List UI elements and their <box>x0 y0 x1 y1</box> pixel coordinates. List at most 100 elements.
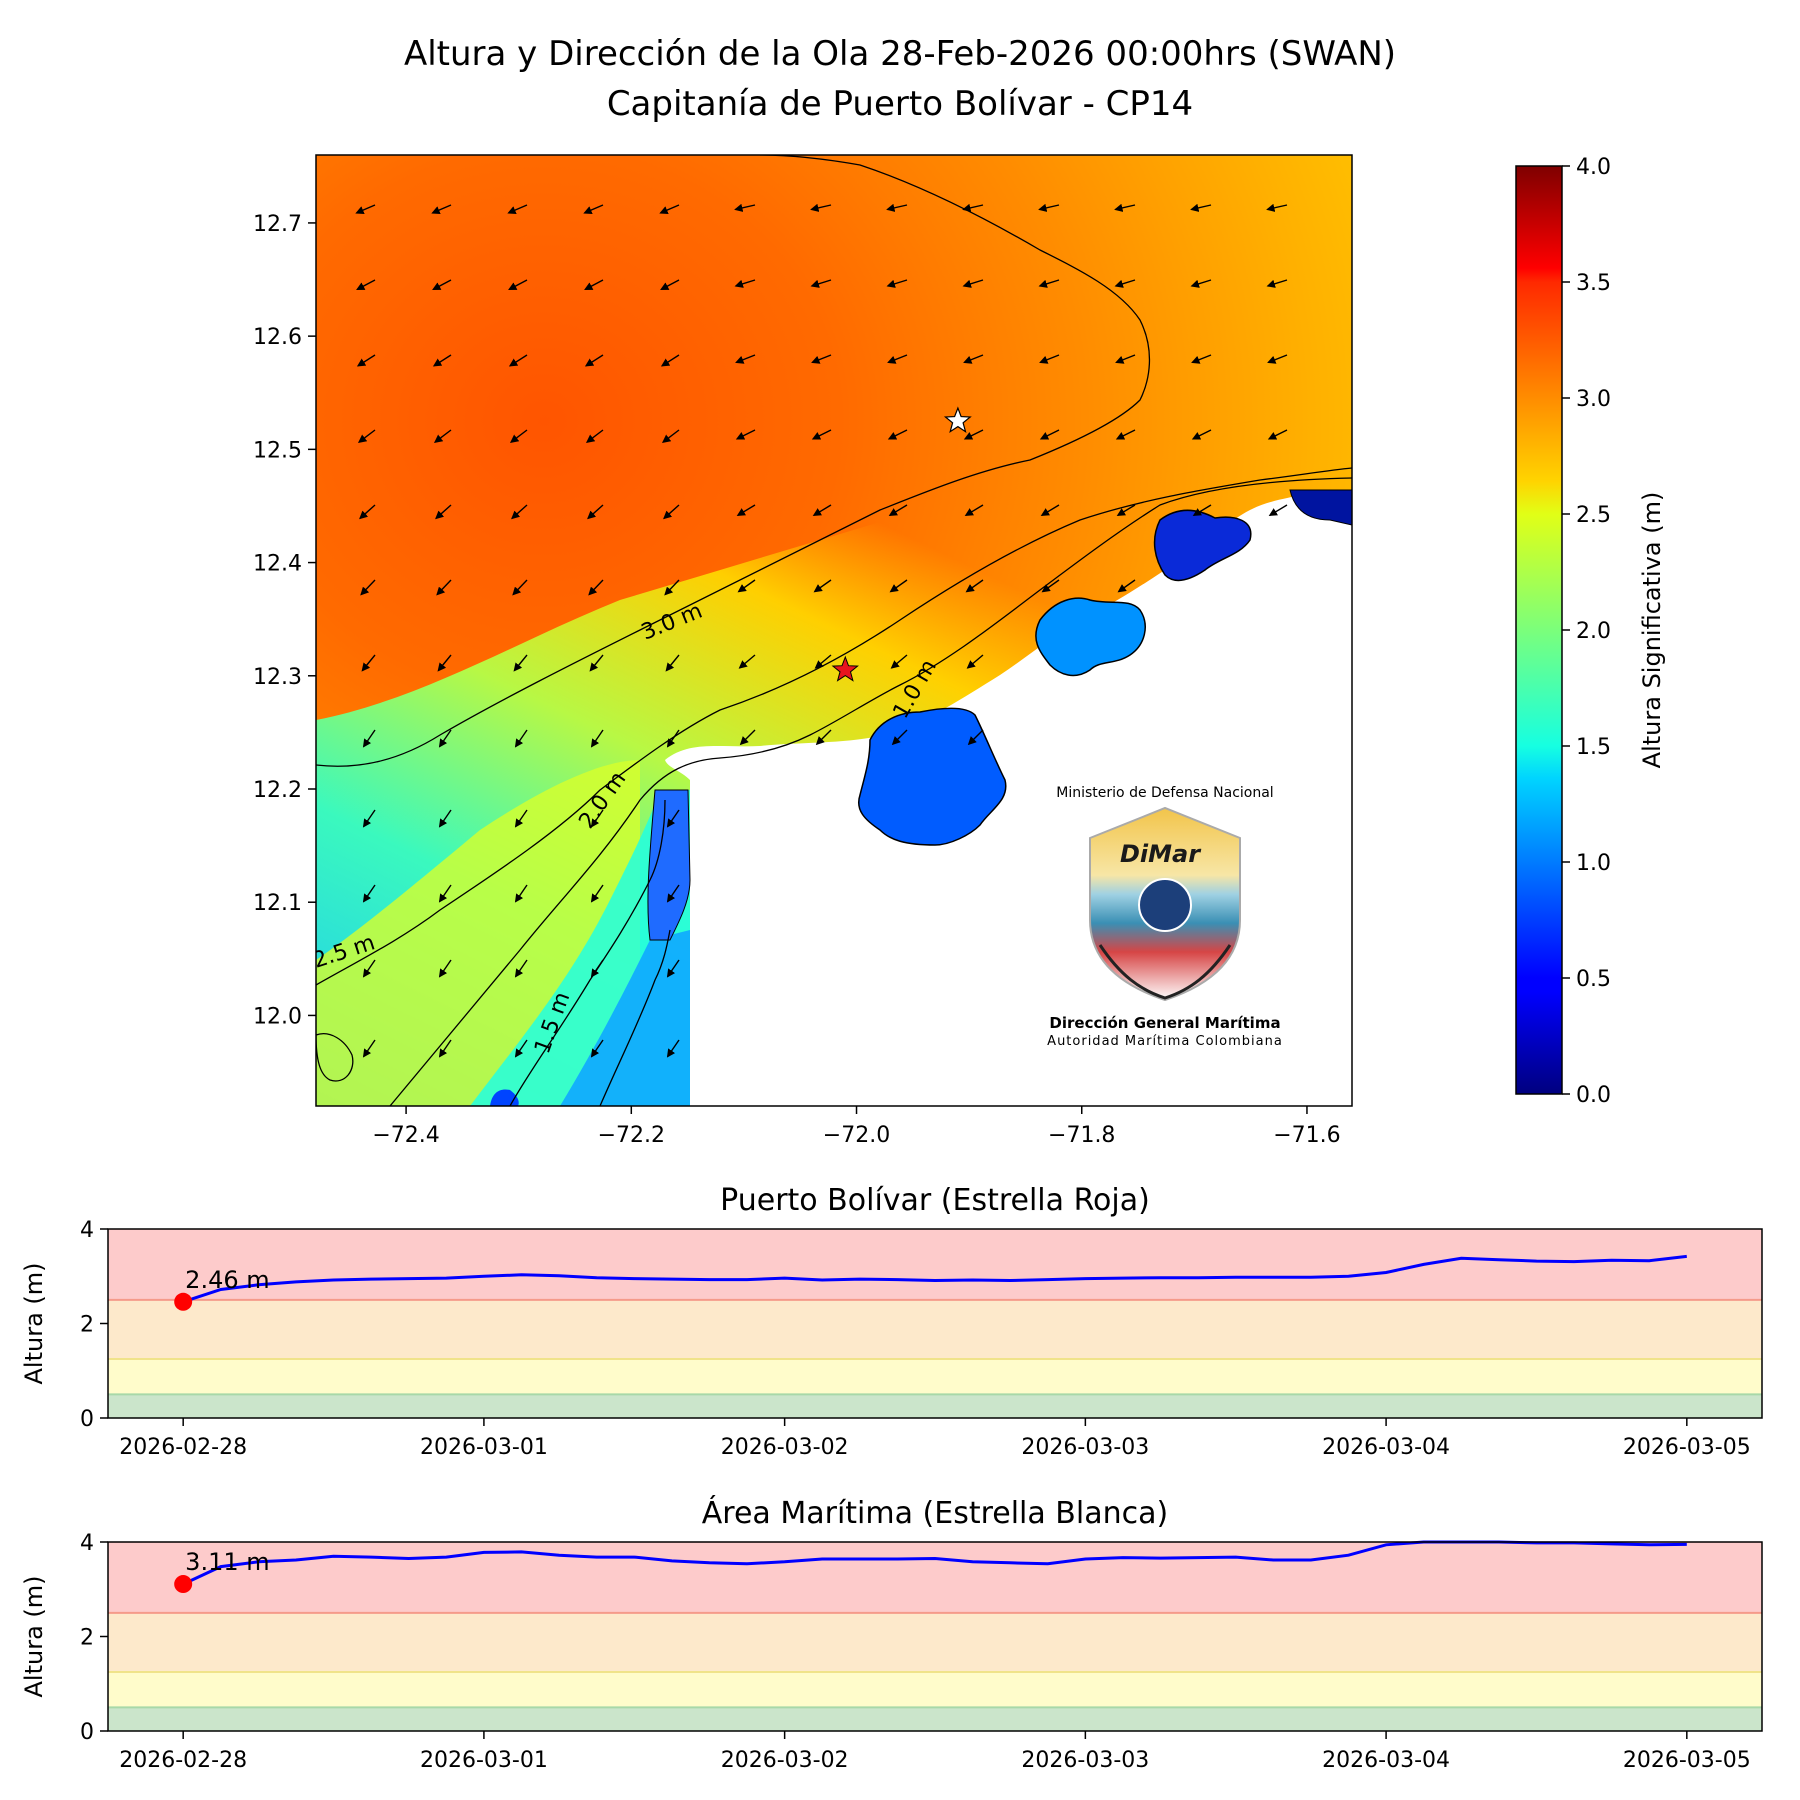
colorbar-tick-label: 3.0 <box>1576 387 1611 412</box>
wave-arrow <box>590 884 604 903</box>
timeseries-y-tick-label: 0 <box>80 1720 94 1745</box>
current-value-marker <box>174 1575 193 1594</box>
wave-arrow <box>514 809 528 828</box>
wave-arrow <box>965 579 984 593</box>
colorbar-tick-label: 1.5 <box>1576 735 1611 760</box>
wave-arrow <box>887 354 908 364</box>
colorbar-label: Altura Significativa (m) <box>1638 492 1666 769</box>
red-star-marker <box>831 655 859 682</box>
wave-arrow <box>1116 504 1136 517</box>
timeseries-x-tick-label: 2026-03-03 <box>1021 1435 1149 1460</box>
map-y-tick-label: 12.1 <box>253 891 302 916</box>
wave-arrow <box>1041 579 1060 593</box>
wave-arrow <box>431 204 452 214</box>
wave-arrow <box>590 1039 604 1058</box>
wave-arrow <box>963 354 984 364</box>
wave-arrow <box>811 354 832 364</box>
map-y-tick-label: 12.4 <box>253 552 302 577</box>
colorbar-tick-label: 4.0 <box>1576 155 1611 180</box>
wave-arrow <box>435 504 452 520</box>
timeseries-title: Puerto Bolívar (Estrella Roja) <box>720 1183 1150 1218</box>
wave-arrow <box>589 654 604 672</box>
threshold-band <box>108 1229 1762 1300</box>
wave-height-series-line <box>182 1254 1687 1304</box>
wave-arrow <box>514 959 528 978</box>
wave-arrow <box>810 279 832 288</box>
wave-arrow <box>890 654 908 669</box>
map-x-tick-label: −72.4 <box>372 1123 439 1148</box>
wave-arrow <box>584 279 604 291</box>
anchor-icon <box>1098 944 1232 1000</box>
map-x-tick-label: −72.0 <box>823 1123 890 1148</box>
current-value-label: 2.46 m <box>185 1266 269 1294</box>
threshold-band <box>108 1671 1762 1708</box>
threshold-band <box>108 1299 1762 1359</box>
colorbar-ticks: 0.0 0.5 1.0 1.5 2.0 2.5 3.0 3.5 4.0 <box>1562 155 1611 1108</box>
wave-arrow <box>815 729 832 746</box>
chart-title-line-2: Capitanía de Puerto Bolívar - CP14 <box>606 84 1194 124</box>
wave-arrow <box>1114 279 1136 288</box>
wave-arrow <box>660 279 680 291</box>
wave-arrow <box>433 429 452 443</box>
colorbar-tick-label: 2.0 <box>1576 619 1611 644</box>
wave-arrow <box>810 203 832 212</box>
wave-arrow <box>1040 504 1060 517</box>
colorbar-gradient <box>1515 165 1563 1095</box>
wave-arrow <box>361 654 376 672</box>
timeseries-x-tick-label: 2026-03-03 <box>1021 1748 1149 1773</box>
wave-arrow <box>585 429 604 443</box>
wave-arrow <box>362 729 376 748</box>
current-value-label: 3.11 m <box>185 1548 269 1576</box>
timeseries-x-tick-label: 2026-03-02 <box>721 1748 849 1773</box>
wave-arrow <box>507 204 528 214</box>
wave-arrow <box>1039 354 1060 364</box>
wave-arrow <box>583 204 604 214</box>
map-x-tick-label: −71.6 <box>1273 1123 1340 1148</box>
wave-arrow <box>1267 354 1288 364</box>
timeseries-puerto-bolivar: Puerto Bolívar (Estrella Roja) 2.46 m 2026… <box>20 1183 1763 1460</box>
wave-arrow <box>1190 279 1212 288</box>
wave-arrow <box>438 729 452 748</box>
wave-arrow <box>590 729 604 748</box>
map-x-tick-label: −72.2 <box>598 1123 665 1148</box>
map-x-tick-label: −71.8 <box>1048 1123 1115 1148</box>
wave-arrow <box>735 354 756 364</box>
wave-arrow <box>737 579 756 593</box>
map-y-axis: 12.7 12.6 12.5 12.4 12.3 12.2 12.1 12.0 <box>253 212 316 1029</box>
timeseries-title: Área Marítima (Estrella Blanca) <box>702 1495 1168 1531</box>
wave-arrow <box>438 1039 452 1058</box>
wave-arrow <box>886 279 908 288</box>
wave-arrow <box>590 809 604 828</box>
map-y-tick-label: 12.6 <box>253 325 302 350</box>
wave-arrow <box>813 579 832 593</box>
timeseries-y-axis-label: Altura (m) <box>20 1575 48 1697</box>
wave-arrow <box>362 1039 376 1058</box>
wave-arrow <box>438 884 452 903</box>
wave-arrow <box>811 429 832 440</box>
logo-ministry-text: Ministerio de Defensa Nacional <box>1056 785 1273 801</box>
timeseries-x-tick-label: 2026-03-04 <box>1322 1748 1450 1773</box>
timeseries-area-maritima: Área Marítima (Estrella Blanca) 3.11 m 202… <box>20 1495 1763 1773</box>
wave-arrow <box>514 1039 528 1058</box>
wave-arrow <box>735 429 756 440</box>
wave-arrow <box>512 579 528 596</box>
colorbar-tick-label: 3.5 <box>1576 271 1611 296</box>
wave-arrow <box>432 354 452 367</box>
wave-arrow <box>1191 354 1212 364</box>
timeseries-y-tick-label: 0 <box>80 1407 94 1432</box>
wave-arrow <box>508 279 528 291</box>
wave-arrow <box>814 654 832 669</box>
wave-arrow <box>588 579 604 596</box>
wave-arrow <box>1268 504 1288 517</box>
contour-1-5 <box>509 799 666 1106</box>
wave-arrow <box>739 729 756 746</box>
wave-arrow <box>1038 203 1060 212</box>
wave-arrow <box>584 354 604 367</box>
wave-arrow <box>355 204 376 214</box>
timeseries-x-tick-label: 2026-03-05 <box>1623 1748 1751 1773</box>
wave-arrow <box>888 504 908 517</box>
bahia-hondita <box>1153 509 1252 582</box>
wave-arrow <box>666 884 680 903</box>
timeseries-x-tick-label: 2026-03-01 <box>420 1435 548 1460</box>
wave-arrow <box>734 279 756 288</box>
